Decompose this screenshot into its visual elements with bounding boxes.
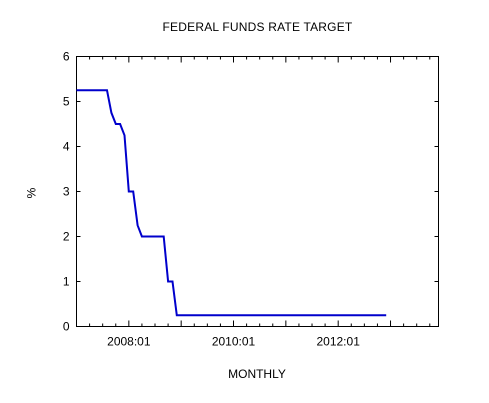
y-tick-label-3: 3 <box>63 185 70 199</box>
series-layer <box>76 89 387 317</box>
x-tick-label-1: 2010:01 <box>212 335 256 349</box>
y-tick-label-0: 0 <box>63 320 70 334</box>
y-tick-label-4: 4 <box>63 140 70 154</box>
y-axis-label: % <box>24 187 39 199</box>
x-tick-label-0: 2008:01 <box>107 335 151 349</box>
y-tick-label-5: 5 <box>63 95 70 109</box>
y-tick-label-2: 2 <box>63 230 70 244</box>
x-axis-label: MONTHLY <box>228 367 286 381</box>
series-line-0 <box>76 89 387 317</box>
chart-title: FEDERAL FUNDS RATE TARGET <box>162 20 353 34</box>
x-axis: 2008:01 2010:01 2012:01 <box>76 56 431 349</box>
y-axis: 0 1 2 3 4 5 6 <box>63 50 439 334</box>
y-tick-label-6: 6 <box>63 50 70 64</box>
y-tick-label-1: 1 <box>63 275 70 289</box>
x-tick-label-2: 2012:01 <box>316 335 360 349</box>
